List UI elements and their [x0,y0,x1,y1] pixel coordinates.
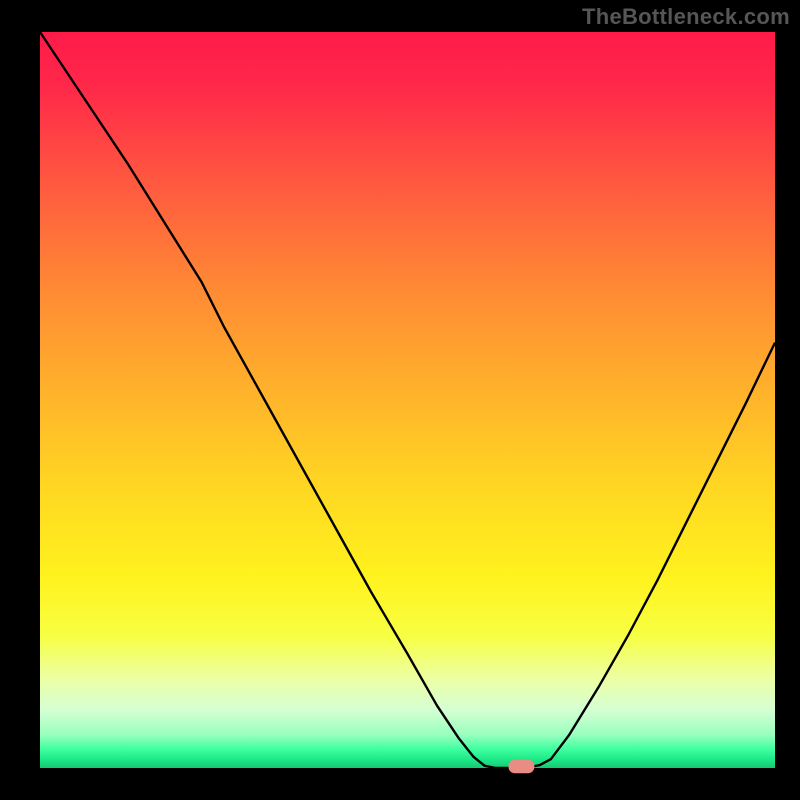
chart-frame: TheBottleneck.com [0,0,800,800]
bottleneck-chart [0,0,800,800]
plot-background [40,32,775,768]
attribution-text: TheBottleneck.com [582,4,790,30]
optimal-marker [509,760,534,773]
